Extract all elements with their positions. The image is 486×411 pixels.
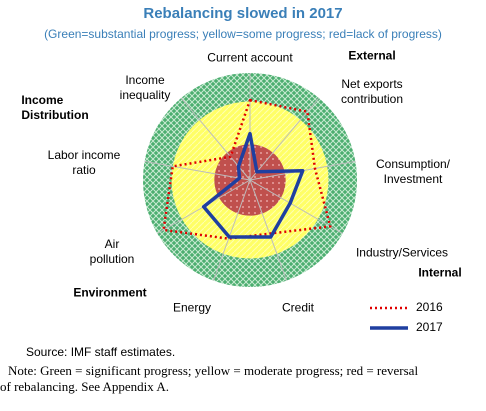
axis-label: Industry/Services <box>355 245 449 260</box>
legend-label: 2017 <box>416 320 443 334</box>
axis-label: Net exports contribution <box>340 77 404 106</box>
chart-title: Rebalancing slowed in 2017 <box>143 5 343 22</box>
spoke <box>249 97 320 181</box>
legend-label: 2016 <box>416 300 443 314</box>
spoke <box>249 179 288 281</box>
spoke <box>249 179 343 234</box>
note: Note: Green = significant progress; yell… <box>0 363 419 394</box>
group-label: Income Distribution <box>21 93 89 122</box>
axis-label: Labor income ratio <box>47 148 121 177</box>
axis-label: Income inequality <box>119 73 171 102</box>
group-label: Environment <box>73 285 147 300</box>
axis-label: Consumption/ Investment <box>375 157 451 186</box>
axis-label: Credit <box>281 300 315 315</box>
axis-label: Energy <box>172 300 212 315</box>
series-line <box>201 131 305 239</box>
axis-label: Current account <box>207 50 293 65</box>
chart-subtitle: (Green=substantial progress; yellow=some… <box>44 27 442 41</box>
spoke <box>212 179 251 281</box>
group-label: Internal <box>418 265 462 280</box>
axis-label: Air pollution <box>89 237 135 266</box>
source: Source: IMF staff estimates. <box>26 345 176 359</box>
spoke <box>144 160 251 181</box>
group-label: External <box>348 48 396 63</box>
